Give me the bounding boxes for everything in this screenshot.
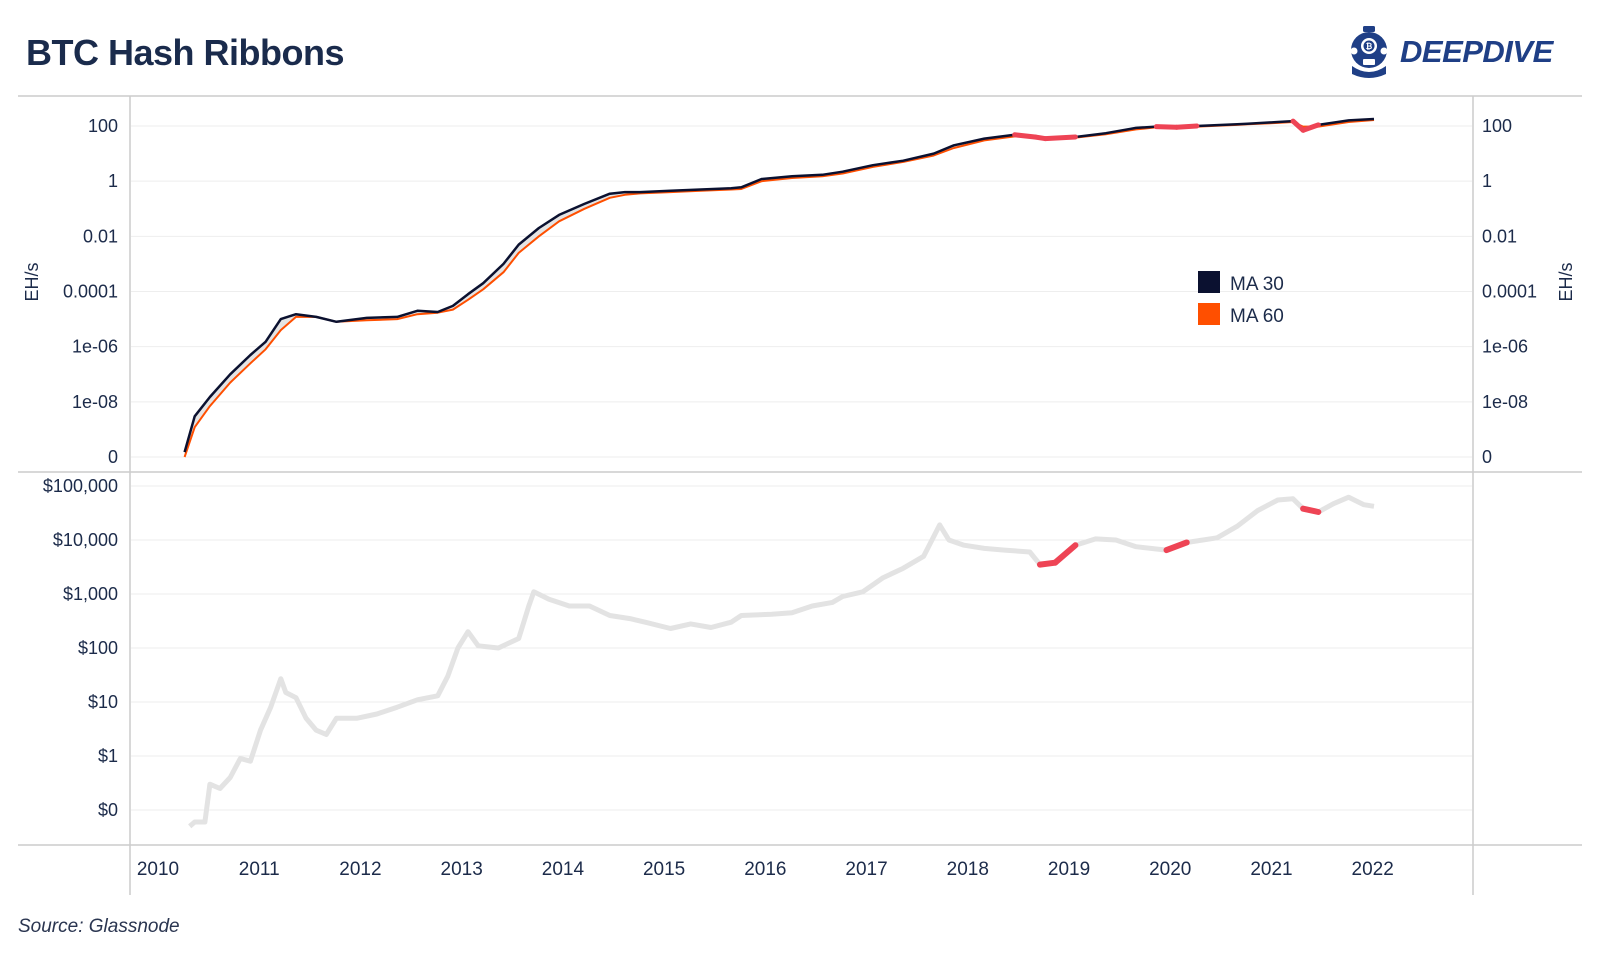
hashrate-y-tick-label: 0: [108, 447, 118, 467]
diving-helmet-icon: ₿: [1350, 26, 1388, 78]
hashrate-y-tick-label: 1e-08: [72, 392, 118, 412]
price-gridlines: [131, 485, 1472, 811]
hashrate-plot: [183, 117, 1375, 458]
hashrate-y-tick-label-right: 0: [1482, 447, 1492, 467]
legend-swatch-ma30: [1198, 271, 1220, 293]
price-y-tick-label: $10: [88, 692, 118, 712]
x-axis-ticks: 2010 2011 2012 2013 2014 2015 2016 2017 2018 2019…: [137, 859, 1394, 880]
hashrate-y-tick-label-right: 1e-08: [1482, 392, 1528, 412]
x-tick-label: 2021: [1250, 859, 1292, 880]
hashrate-y-ticks-left: 100 1 0.01 0.0001 1e-06 1e-08 0: [63, 116, 118, 467]
hash-ribbon-fill: [184, 119, 1375, 457]
hashrate-y-tick-label: 0.0001: [63, 282, 118, 302]
legend-label-ma60: MA 60: [1230, 306, 1284, 327]
price-capitulation-segment: [1300, 505, 1322, 516]
hashrate-y-tick-label: 1: [108, 171, 118, 191]
y-axis-label-left: EH/s: [22, 262, 42, 301]
x-tick-label: 2015: [643, 859, 685, 880]
source-note: Source: Glassnode: [18, 916, 180, 937]
hashrate-y-tick-label: 1e-06: [72, 337, 118, 357]
x-tick-label: 2012: [339, 859, 381, 880]
price-y-tick-label: $1,000: [63, 584, 118, 604]
x-tick-label: 2019: [1048, 859, 1090, 880]
capitulation-segment: [1012, 132, 1038, 140]
price-y-tick-label: $0: [98, 800, 118, 820]
price-capitulation-segment: [1163, 539, 1190, 554]
hashrate-y-tick-label-right: 100: [1482, 116, 1512, 136]
svg-text:₿: ₿: [1366, 42, 1373, 51]
x-tick-label: 2017: [845, 859, 887, 880]
x-tick-label: 2014: [542, 859, 585, 880]
capitulation-segment: [1174, 123, 1200, 130]
price-y-tick-label: $100,000: [43, 476, 118, 496]
x-tick-label: 2018: [947, 859, 989, 880]
x-tick-label: 2010: [137, 859, 179, 880]
deepdive-logo: ₿ DEEPDIVE: [1346, 22, 1553, 82]
price-y-tick-label: $100: [78, 638, 118, 658]
hashrate-y-tick-label-right: 0.0001: [1482, 282, 1537, 302]
chart-title: BTC Hash Ribbons: [26, 32, 345, 73]
price-line: [188, 494, 1375, 829]
x-tick-label: 2016: [744, 859, 786, 880]
price-y-ticks: $100,000 $10,000 $1,000 $100 $10 $1 $0: [43, 476, 118, 820]
hashrate-y-tick-label: 0.01: [83, 226, 118, 246]
hashrate-y-tick-label-right: 1e-06: [1482, 337, 1528, 357]
price-plot: [188, 494, 1375, 829]
x-tick-label: 2011: [239, 859, 280, 880]
price-y-tick-label: $1: [98, 746, 118, 766]
x-tick-label: 2022: [1352, 859, 1394, 880]
capitulation-segment: [1032, 134, 1048, 142]
ma60-line: [183, 119, 1375, 458]
capitulation-segment: [1153, 124, 1180, 130]
x-tick-label: 2020: [1149, 859, 1191, 880]
capitulation-segment: [1300, 122, 1321, 133]
capitulation-segment: [1290, 118, 1306, 133]
legend-swatch-ma60: [1198, 303, 1220, 325]
hashrate-y-tick-label-right: 0.01: [1482, 226, 1517, 246]
hashrate-y-ticks-right: 100 1 0.01 0.0001 1e-06 1e-08 0: [1482, 116, 1537, 467]
legend: MA 30 MA 60: [1198, 271, 1284, 327]
hashrate-gridlines: [131, 125, 1472, 458]
hashrate-y-tick-label-right: 1: [1482, 171, 1492, 191]
price-capitulation-segment: [1052, 542, 1079, 566]
capitulation-segment: [1042, 134, 1078, 142]
logo-wordmark: DEEPDIVE: [1400, 34, 1553, 69]
price-y-tick-label: $10,000: [53, 530, 118, 550]
hashrate-y-tick-label: 100: [88, 116, 118, 136]
legend-label-ma30: MA 30: [1230, 274, 1284, 295]
x-tick-label: 2013: [441, 859, 483, 880]
price-capitulation-segment: [1036, 559, 1059, 568]
ma30-line: [183, 117, 1375, 453]
y-axis-label-right: EH/s: [1556, 262, 1576, 301]
